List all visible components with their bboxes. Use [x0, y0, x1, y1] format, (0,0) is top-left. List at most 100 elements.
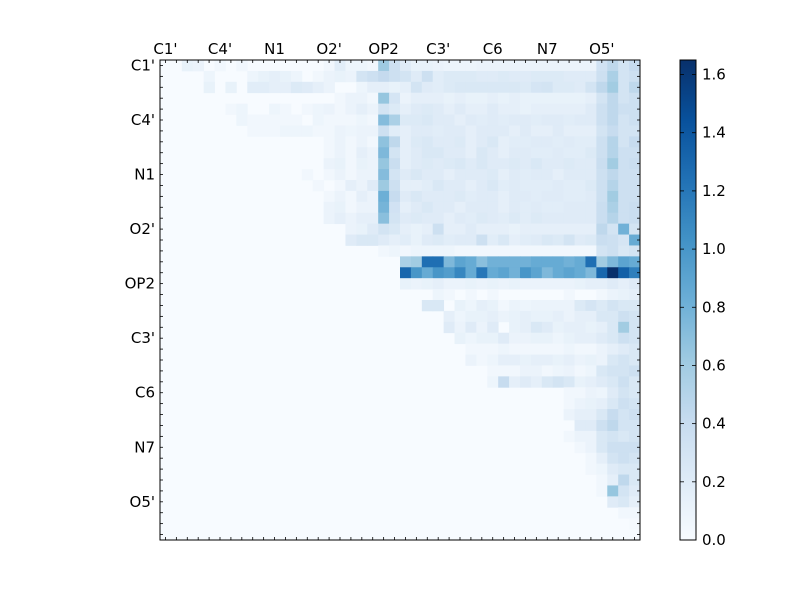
heatmap-cell — [421, 256, 434, 268]
heatmap-cell — [400, 92, 412, 105]
heatmap-cell — [345, 223, 357, 235]
heatmap-cell — [585, 158, 597, 170]
heatmap-cell — [607, 60, 619, 72]
heatmap-cell — [356, 234, 368, 246]
heatmap-cell — [487, 321, 499, 334]
heatmap-cell — [596, 267, 608, 279]
heatmap-cell — [498, 103, 510, 115]
heatmap-cell — [498, 92, 510, 105]
heatmap-cell — [618, 267, 630, 279]
heatmap-cell — [618, 463, 630, 475]
heatmap-cell — [607, 463, 619, 475]
heatmap-cell — [323, 114, 335, 126]
heatmap-cell — [389, 223, 401, 235]
heatmap-cell — [574, 70, 586, 83]
heatmap-cell — [563, 310, 575, 323]
heatmap-cell — [258, 81, 270, 94]
heatmap-cell — [487, 180, 499, 192]
heatmap-cell — [432, 180, 445, 192]
heatmap-cell — [563, 278, 575, 290]
heatmap-cell — [443, 310, 455, 323]
heatmap-cell — [509, 103, 521, 115]
heatmap-cell — [454, 212, 466, 225]
heatmap-cell — [410, 158, 423, 170]
heatmap-cell — [378, 81, 390, 94]
heatmap-cell — [552, 256, 565, 268]
heatmap-cell — [520, 70, 532, 83]
heatmap-cell — [345, 60, 357, 72]
y-tick-label: C1' — [131, 56, 155, 74]
heatmap-cell — [378, 103, 390, 115]
heatmap-cell — [443, 267, 455, 279]
heatmap-cell — [629, 169, 641, 181]
heatmap-cell — [618, 507, 630, 519]
heatmap-cell — [629, 289, 641, 301]
heatmap-cell — [520, 332, 532, 345]
heatmap-cell — [607, 136, 619, 148]
heatmap-cell — [345, 169, 357, 181]
heatmap-cell — [323, 147, 335, 159]
heatmap-cell — [334, 158, 346, 170]
heatmap-cell — [487, 114, 499, 126]
heatmap-cell — [432, 289, 445, 301]
heatmap-cell — [509, 81, 521, 94]
heatmap-cell — [498, 245, 510, 257]
heatmap-cell — [596, 223, 608, 235]
heatmap-cell — [530, 343, 543, 355]
heatmap-cell — [476, 147, 488, 159]
heatmap-cell — [421, 234, 434, 246]
heatmap-cell — [465, 289, 477, 301]
heatmap-cell — [454, 60, 466, 72]
heatmap-cell — [574, 300, 586, 312]
heatmap-cell — [378, 201, 390, 214]
heatmap-cell — [487, 310, 499, 323]
heatmap-cell — [203, 70, 215, 83]
heatmap-cell — [541, 169, 554, 181]
heatmap-cell — [596, 190, 608, 203]
heatmap-cell — [585, 463, 597, 475]
colorbar-tick-label: 0.0 — [702, 531, 726, 549]
heatmap-cell — [629, 441, 641, 454]
heatmap-cell — [487, 278, 499, 290]
heatmap-cell — [465, 125, 477, 137]
heatmap-cell — [520, 169, 532, 181]
heatmap-cell — [389, 180, 401, 192]
heatmap-cell — [574, 321, 586, 334]
heatmap-cell — [410, 60, 423, 72]
heatmap-cell — [563, 321, 575, 334]
heatmap-cell — [596, 103, 608, 115]
heatmap-cell — [465, 300, 477, 312]
heatmap-cell — [269, 70, 281, 83]
heatmap-cell — [563, 60, 575, 72]
heatmap-cell — [596, 81, 608, 94]
heatmap-cell — [454, 201, 466, 214]
heatmap-cell — [378, 147, 390, 159]
heatmap-cell — [607, 169, 619, 181]
heatmap-cell — [476, 321, 488, 334]
heatmap-cell — [498, 70, 510, 83]
x-tick-label: C6 — [483, 40, 503, 58]
heatmap-cell — [432, 114, 445, 126]
heatmap-cell — [629, 234, 641, 246]
heatmap-cell — [498, 354, 510, 366]
heatmap-cell — [563, 158, 575, 170]
heatmap-cell — [378, 70, 390, 83]
heatmap-cell — [443, 190, 455, 203]
heatmap-cell — [421, 147, 434, 159]
heatmap-cell — [585, 70, 597, 83]
heatmap-cell — [607, 125, 619, 137]
heatmap-cell — [421, 245, 434, 257]
heatmap-cell — [629, 387, 641, 399]
heatmap-cell — [498, 376, 510, 388]
heatmap-cell — [247, 125, 259, 137]
heatmap-cell — [607, 474, 619, 486]
heatmap-cell — [596, 430, 608, 443]
heatmap-cell — [334, 125, 346, 137]
heatmap-cell — [585, 103, 597, 115]
heatmap-cell — [465, 81, 477, 94]
heatmap-cell — [400, 201, 412, 214]
heatmap-cell — [476, 278, 488, 290]
heatmap-cell — [421, 114, 434, 126]
heatmap-cell — [356, 201, 368, 214]
heatmap-cell — [323, 190, 335, 203]
